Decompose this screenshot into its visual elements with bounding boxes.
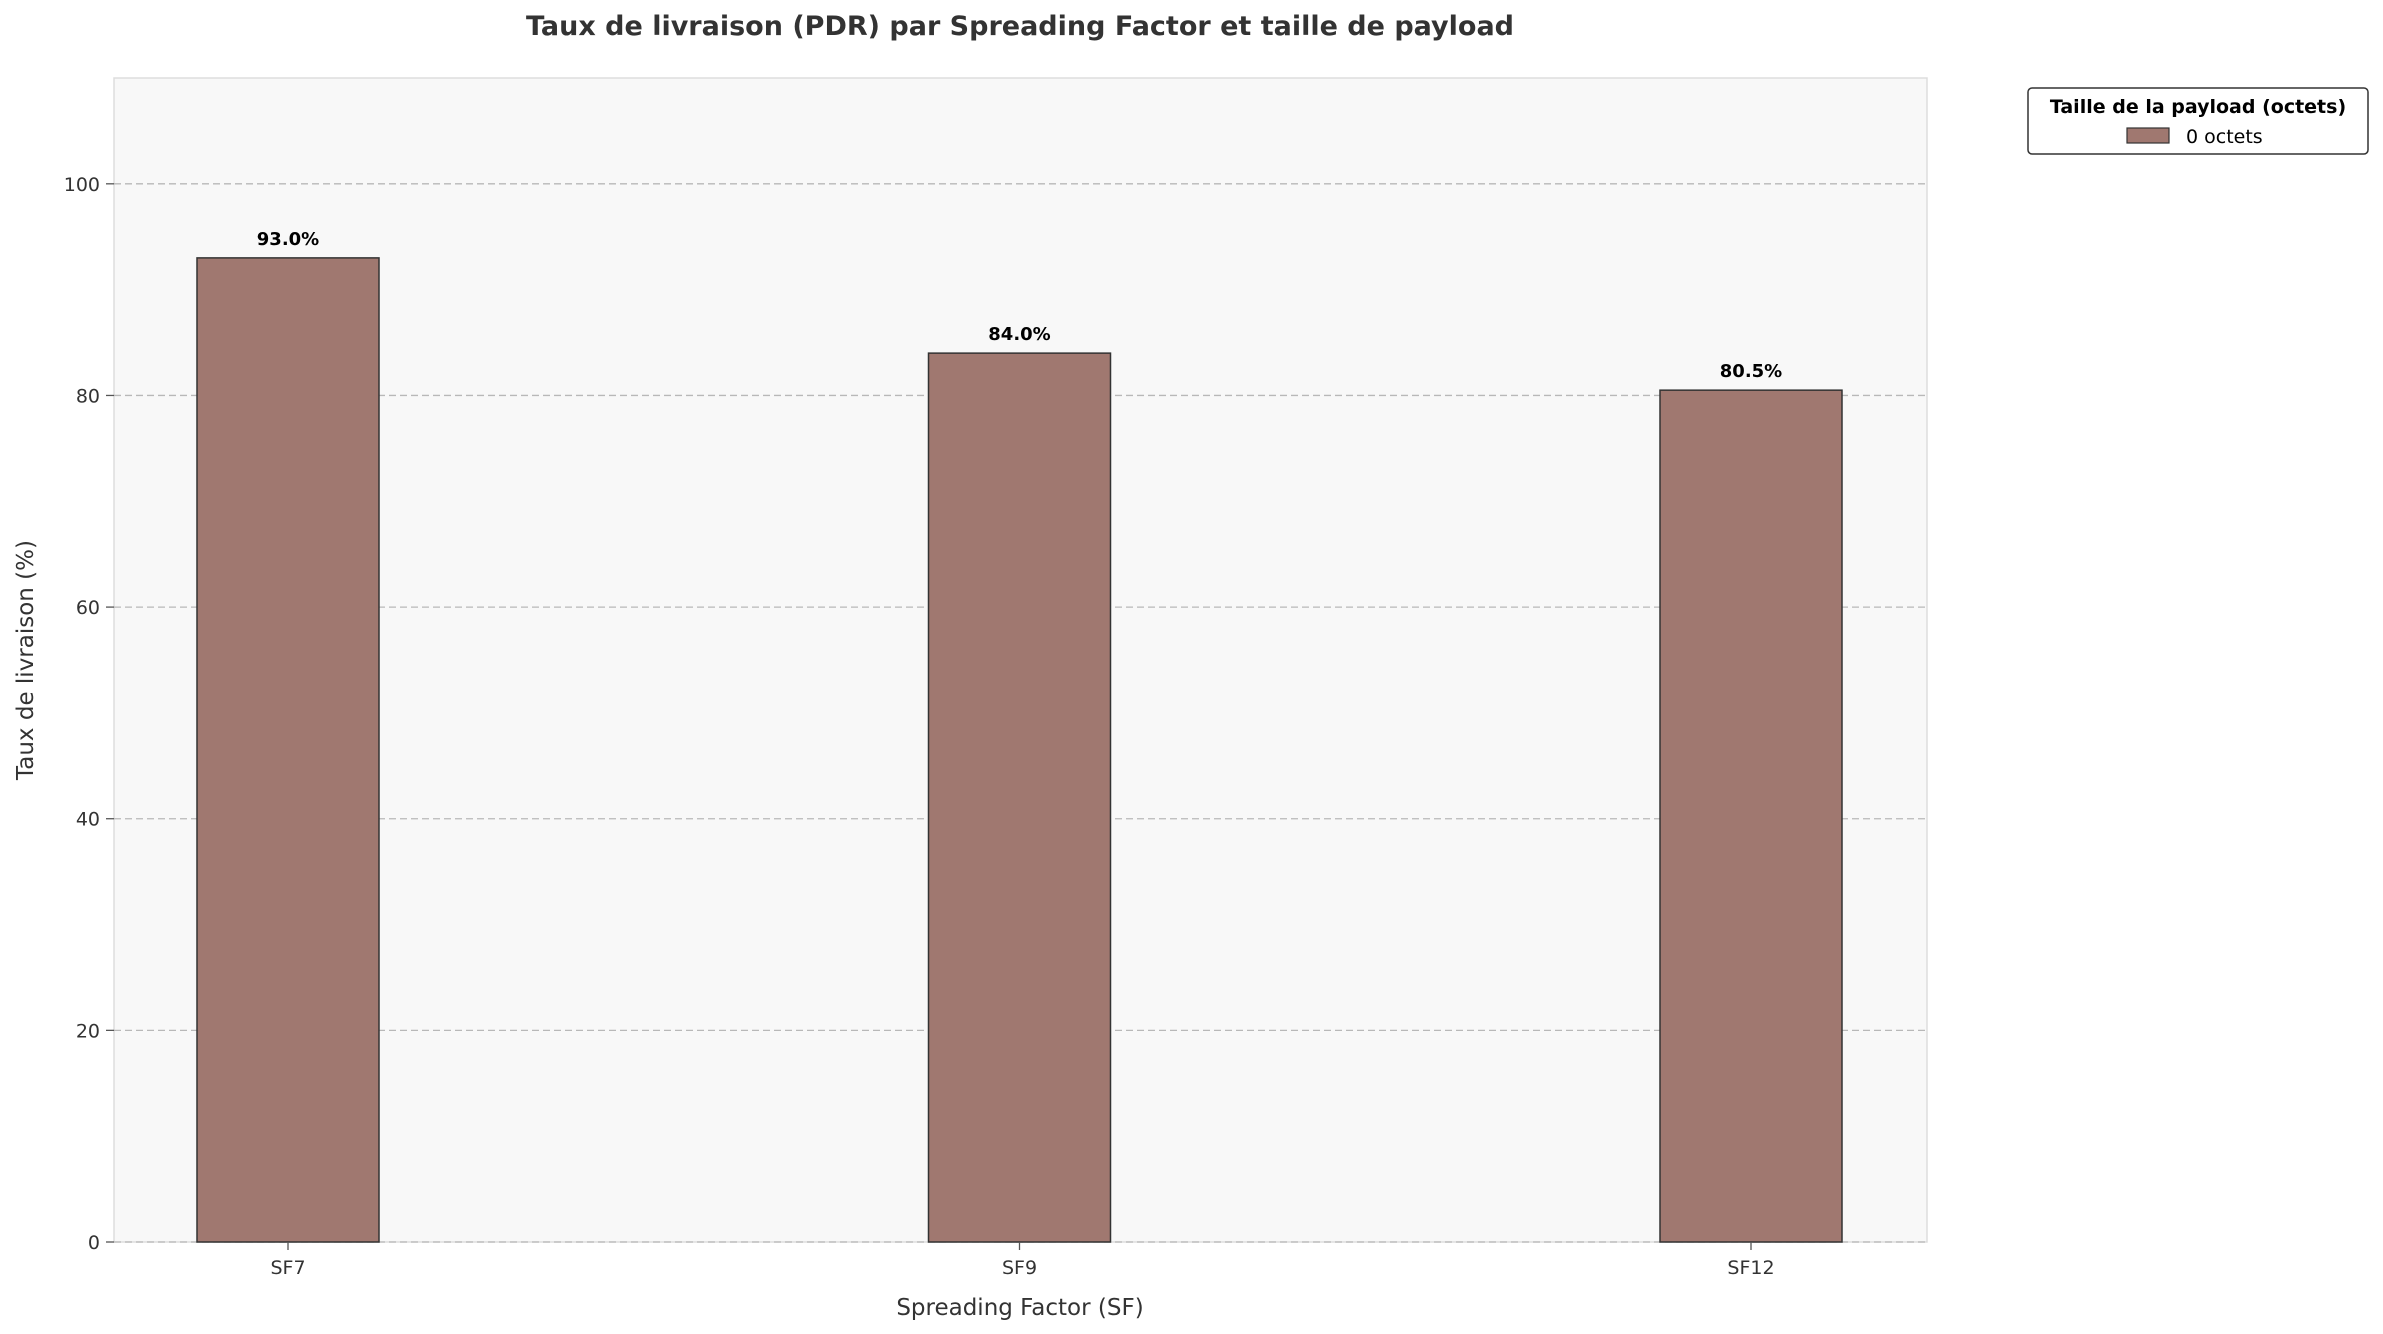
y-tick-label: 40	[76, 809, 100, 831]
y-tick-label: 80	[76, 385, 100, 407]
bar-sf7	[196, 257, 380, 1243]
x-axis-label: Spreading Factor (SF)	[896, 1295, 1143, 1321]
y-tick-label: 20	[76, 1020, 100, 1042]
bar-sf12	[1659, 389, 1843, 1243]
x-axis-ticks: SF7 SF9 SF12	[270, 1242, 1775, 1279]
data-label: 84.0%	[988, 324, 1050, 345]
data-labels: 93.0% 84.0% 80.5%	[257, 229, 1782, 382]
legend-box	[2027, 87, 2369, 155]
x-tick-label: SF12	[1727, 1257, 1774, 1279]
bar-sf9	[927, 352, 1112, 1243]
data-label: 93.0%	[257, 229, 319, 250]
y-tick-label: 0	[88, 1232, 100, 1254]
y-tick-label: 60	[76, 597, 100, 619]
data-label: 80.5%	[1720, 361, 1782, 382]
legend: Taille de la payload (octets) 0 octets	[2027, 87, 2369, 155]
legend-entry-label: 0 octets	[2186, 126, 2263, 148]
y-axis-label: Taux de livraison (%)	[13, 540, 39, 781]
chart-title: Taux de livraison (PDR) par Spreading Fa…	[526, 11, 1514, 42]
legend-title: Taille de la payload (octets)	[2050, 96, 2346, 118]
legend-swatch	[2126, 127, 2170, 144]
y-axis-ticks: 0 20 40 60 80 100	[64, 174, 114, 1254]
bar-series	[196, 257, 1843, 1243]
y-tick-label: 100	[64, 174, 100, 196]
x-tick-label: SF7	[270, 1257, 305, 1279]
x-tick-label: SF9	[1002, 1257, 1037, 1279]
